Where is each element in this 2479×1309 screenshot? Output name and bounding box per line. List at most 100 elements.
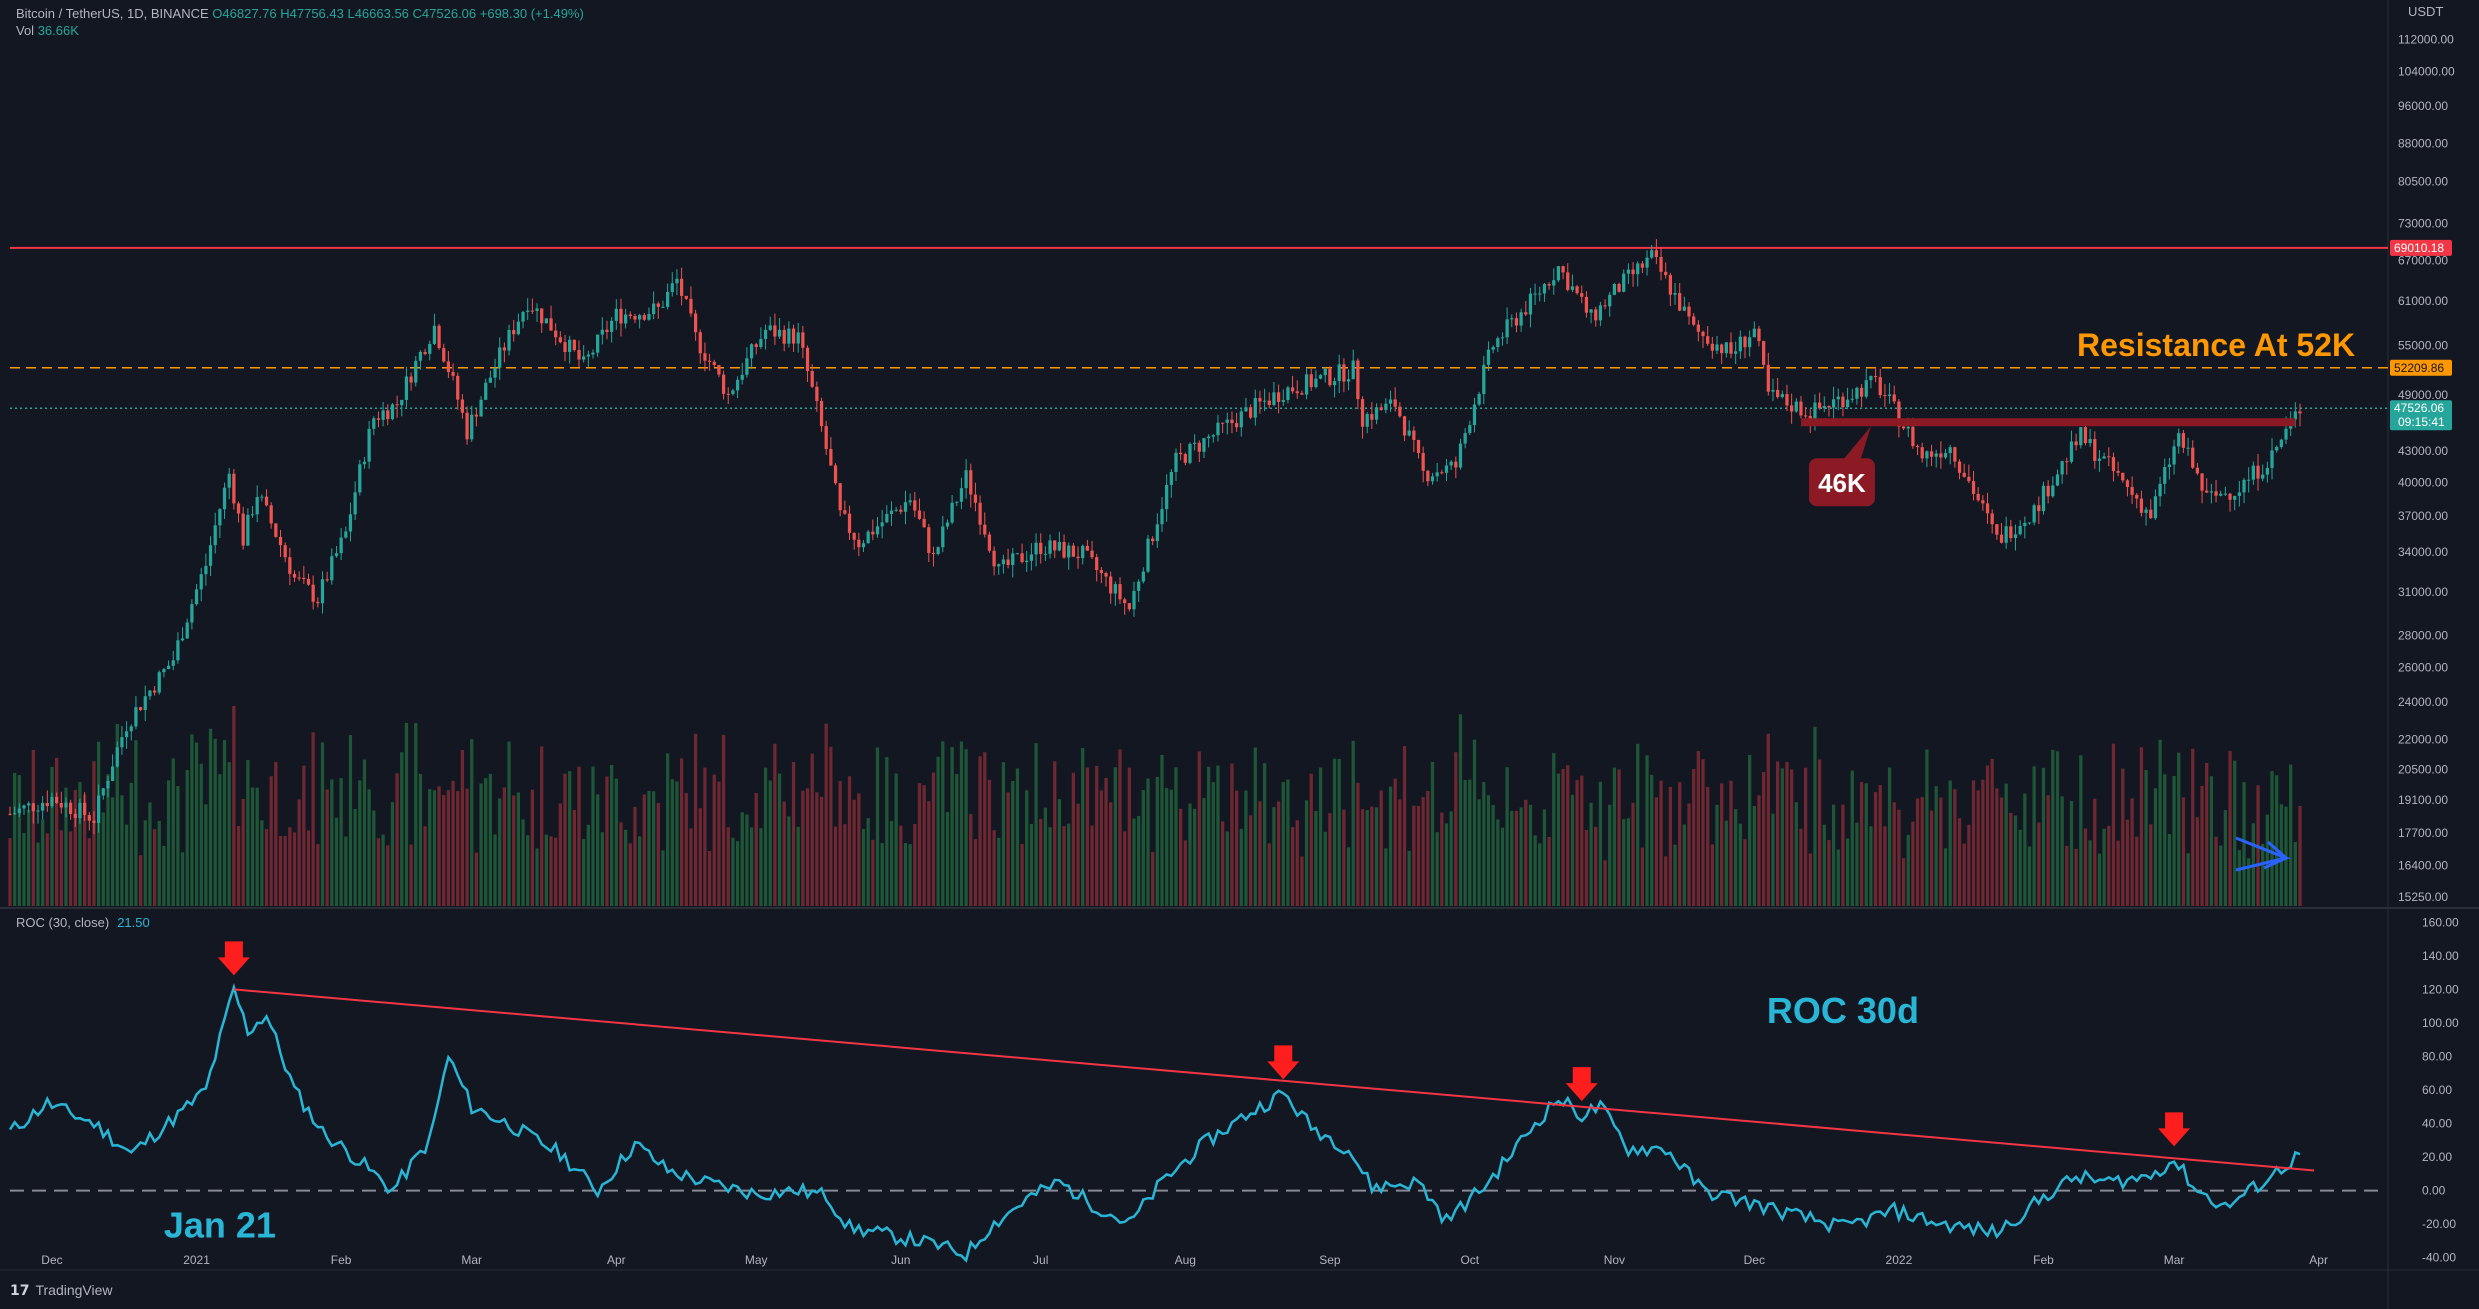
volume-bar bbox=[1538, 843, 1542, 906]
candle-body bbox=[642, 315, 646, 320]
volume-bar bbox=[1281, 782, 1285, 906]
volume-bar bbox=[320, 742, 325, 906]
volume-bar bbox=[1845, 838, 1850, 906]
candle-body bbox=[1720, 344, 1724, 354]
volume-bar bbox=[1981, 779, 1985, 906]
candle-body bbox=[1845, 399, 1850, 408]
candle-body bbox=[572, 339, 576, 351]
candle-body bbox=[2228, 493, 2232, 500]
volume-bar bbox=[325, 789, 329, 906]
candle-body bbox=[1090, 550, 1094, 558]
volume-bar bbox=[1081, 748, 1085, 906]
volume-bar bbox=[782, 801, 786, 906]
candle-body bbox=[1342, 364, 1346, 382]
volume-bar bbox=[1323, 831, 1327, 906]
candle-body bbox=[1290, 387, 1295, 392]
roc-axis-label: 80.00 bbox=[2422, 1049, 2452, 1063]
candle-body bbox=[442, 348, 446, 362]
volume-bar bbox=[2172, 776, 2176, 906]
volume-bar bbox=[1813, 726, 1817, 906]
candle-body bbox=[484, 382, 488, 400]
volume-bar bbox=[638, 836, 642, 906]
volume-bar bbox=[2111, 743, 2116, 906]
volume-bar bbox=[1640, 847, 1645, 906]
candle-body bbox=[1892, 394, 1896, 402]
volume-bar bbox=[1510, 810, 1514, 906]
volume-bar bbox=[274, 761, 278, 906]
volume-bar bbox=[843, 824, 847, 906]
candle-body bbox=[992, 550, 996, 567]
volume-bar bbox=[1365, 810, 1369, 906]
volume-bar bbox=[31, 749, 35, 906]
volume-bar bbox=[148, 802, 152, 906]
candle-body bbox=[1500, 337, 1505, 339]
volume-bar bbox=[2144, 770, 2148, 906]
roc-axis-label: -40.00 bbox=[2422, 1251, 2456, 1265]
volume-bar bbox=[1962, 843, 1966, 906]
roc-legend: ROC (30, close) 21.50 bbox=[16, 915, 150, 930]
volume-bar bbox=[423, 826, 427, 906]
candle-body bbox=[96, 795, 101, 823]
volume-bar bbox=[1878, 785, 1882, 906]
candle-body bbox=[404, 376, 409, 400]
candle-body bbox=[1491, 347, 1495, 350]
candle-body bbox=[213, 525, 217, 546]
candle-body bbox=[1957, 461, 1962, 473]
candle-body bbox=[1748, 337, 1752, 348]
volume-bar bbox=[1920, 797, 1924, 906]
volume-bar bbox=[1309, 773, 1313, 906]
volume-bar bbox=[264, 829, 269, 906]
volume-bar bbox=[1179, 808, 1183, 906]
volume-bar bbox=[861, 829, 866, 906]
candle-body bbox=[987, 534, 992, 551]
volume-bar bbox=[1570, 794, 1575, 906]
volume-bar bbox=[292, 832, 297, 906]
candle-body bbox=[1859, 387, 1864, 397]
volume-bar bbox=[2079, 755, 2083, 906]
tradingview-footer[interactable]: 𝟭𝟳 TradingView bbox=[10, 1282, 113, 1299]
candle-body bbox=[502, 347, 507, 351]
price-axis-label: 31000.00 bbox=[2398, 585, 2448, 599]
volume-bar bbox=[269, 776, 273, 906]
candle-body bbox=[2261, 474, 2265, 479]
candle-body bbox=[1594, 309, 1598, 321]
candle-body bbox=[2046, 485, 2050, 497]
candle-body bbox=[791, 328, 796, 344]
volume-bar bbox=[1636, 743, 1640, 906]
volume-bar bbox=[27, 809, 31, 906]
candle-body bbox=[2172, 446, 2176, 465]
candle-body bbox=[833, 465, 838, 484]
volume-bar bbox=[1048, 827, 1052, 906]
volume-bar bbox=[2177, 752, 2181, 906]
candle-body bbox=[2144, 509, 2148, 513]
time-axis-label: Oct bbox=[1460, 1253, 1479, 1267]
volume-bar bbox=[1738, 823, 1742, 906]
volume-bar bbox=[717, 781, 721, 906]
candle-body bbox=[1636, 263, 1640, 275]
candle-body bbox=[1794, 401, 1798, 412]
volume-bar bbox=[1696, 751, 1700, 906]
volume-bar bbox=[1771, 813, 1775, 906]
volume-bar bbox=[2018, 829, 2022, 906]
candle-body bbox=[1981, 500, 1985, 504]
price-axis-label: 34000.00 bbox=[2398, 545, 2448, 559]
volume-bar bbox=[931, 772, 936, 906]
volume-bar bbox=[1729, 780, 1733, 906]
roc-axis-label: 60.00 bbox=[2422, 1083, 2452, 1097]
volume-bar bbox=[2083, 828, 2088, 906]
time-axis-label: Dec bbox=[1744, 1253, 1765, 1267]
volume-bar bbox=[2009, 812, 2013, 906]
volume-bar bbox=[1165, 788, 1169, 906]
peak-arrow-icon bbox=[217, 941, 250, 976]
volume-bar bbox=[992, 830, 996, 906]
price-level-tag-label: 52209.86 bbox=[2394, 361, 2444, 375]
candle-body bbox=[1421, 453, 1425, 471]
candle-body bbox=[1346, 379, 1351, 382]
volume-bar bbox=[2233, 760, 2237, 906]
candle-body bbox=[936, 547, 940, 555]
volume-bar bbox=[1589, 802, 1593, 906]
volume-bar bbox=[470, 738, 474, 906]
candle-body bbox=[558, 337, 562, 343]
volume-bar bbox=[745, 814, 749, 906]
